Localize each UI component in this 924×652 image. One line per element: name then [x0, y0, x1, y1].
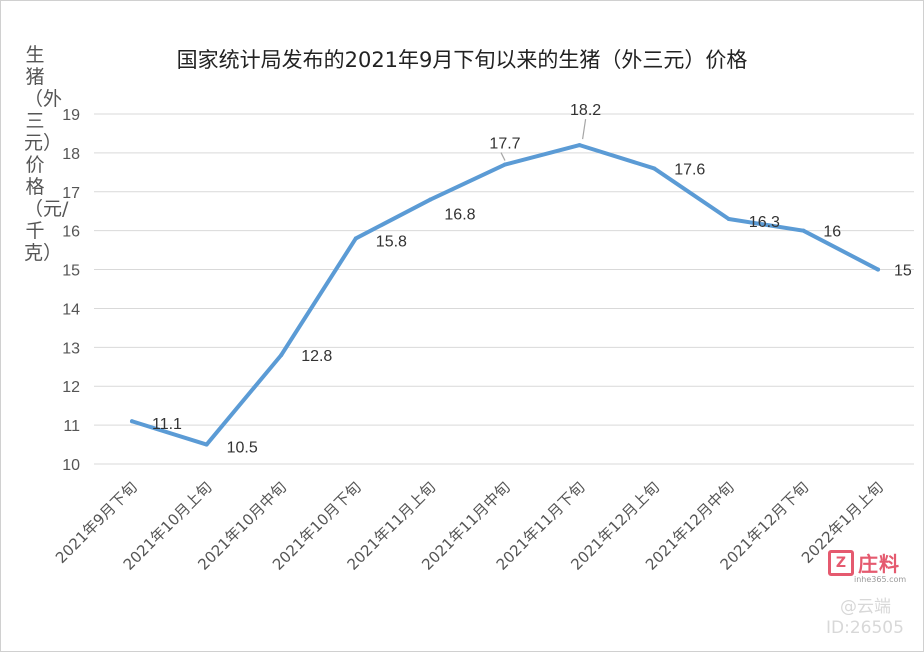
- data-point: [204, 442, 209, 447]
- data-label-leader: [500, 152, 506, 161]
- y-tick-label: 18: [62, 146, 80, 163]
- watermark-z-icon: Z: [828, 549, 854, 576]
- data-label: 11.1: [152, 416, 182, 433]
- watermark-logo: Z 庄料 inhe365.com: [828, 548, 918, 584]
- data-label: 16: [823, 224, 841, 241]
- y-tick-label: 19: [62, 107, 80, 124]
- y-tick-label: 12: [62, 379, 80, 396]
- data-point: [726, 217, 731, 221]
- data-label: 15.8: [376, 233, 407, 250]
- data-point: [428, 197, 433, 202]
- data-label: 10.5: [227, 440, 258, 457]
- data-label: 16.3: [749, 214, 780, 231]
- series-line: [130, 143, 880, 447]
- watermark-name: 庄料: [858, 552, 900, 576]
- data-point: [503, 162, 507, 167]
- y-tick-label: 13: [62, 340, 80, 357]
- watermark-id: ID:26505: [826, 618, 904, 638]
- data-label: 17.6: [674, 161, 705, 178]
- data-label: 12.8: [301, 348, 332, 365]
- chart-title: 国家统计局发布的2021年9月下旬以来的生猪（外三元）价格: [176, 48, 748, 72]
- y-tick-label: 14: [62, 301, 80, 318]
- data-point: [130, 419, 134, 424]
- watermark-site: inhe365.com: [854, 575, 907, 584]
- y-tick-label: 10: [62, 457, 80, 474]
- data-point: [652, 166, 657, 171]
- watermark-handle: @云端: [840, 597, 891, 617]
- data-label: 16.8: [444, 207, 475, 224]
- data-label-leader: [582, 119, 587, 140]
- data-label: 17.7: [489, 136, 520, 153]
- data-point: [353, 236, 358, 241]
- y-tick-label: 16: [62, 224, 80, 241]
- data-point: [876, 267, 880, 272]
- data-point: [577, 143, 582, 148]
- data-label: 15: [894, 263, 912, 280]
- data-label: 18.2: [570, 102, 601, 119]
- y-tick-label: 11: [63, 418, 80, 435]
- data-point: [801, 228, 806, 233]
- y-tick-label: 15: [62, 263, 80, 280]
- y-tick-label: 17: [62, 185, 80, 202]
- data-point: [279, 353, 284, 358]
